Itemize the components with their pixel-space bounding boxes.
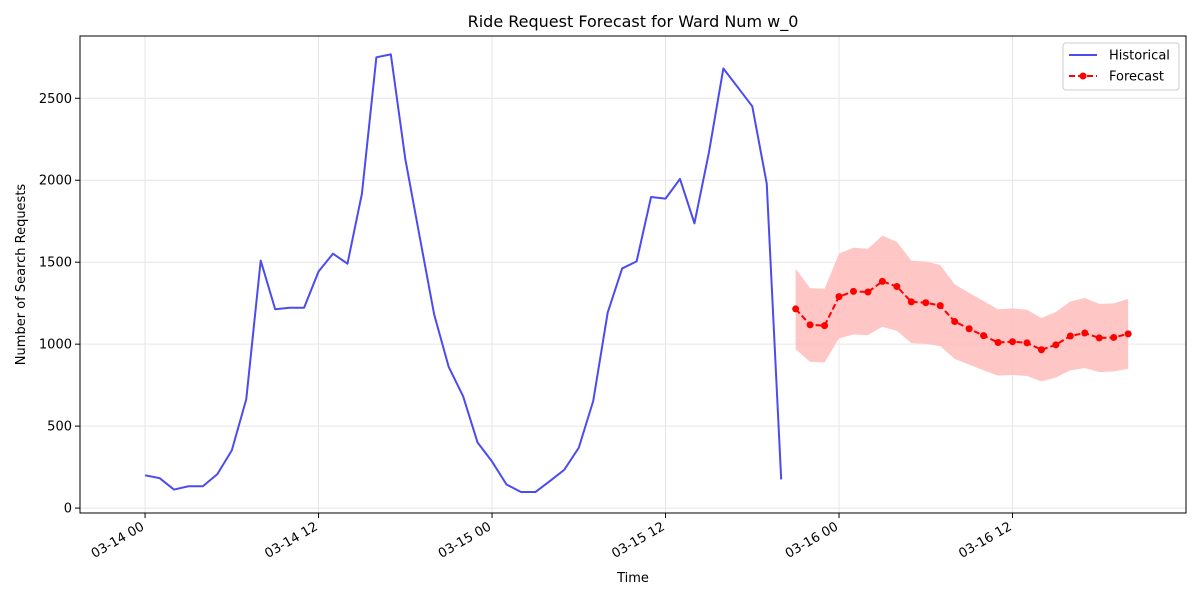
legend-historical-label: Historical: [1109, 49, 1170, 64]
x-axis-title: Time: [616, 571, 649, 586]
forecast-point: [1009, 338, 1017, 346]
forecast-point: [792, 305, 800, 313]
y-tick-label: 1000: [39, 338, 72, 353]
forecast-point: [878, 277, 886, 285]
forecast-interval-layer: [795, 235, 1129, 382]
forecast-point: [835, 293, 843, 301]
forecast-point: [907, 298, 915, 306]
y-axis-title: Number of Search Requests: [14, 184, 29, 366]
y-tick-label: 0: [64, 502, 72, 517]
forecast-point: [1052, 341, 1060, 349]
forecast-point: [922, 299, 930, 307]
legend-forecast-marker: [1079, 72, 1087, 80]
forecast-point: [994, 339, 1002, 347]
forecast-point: [951, 318, 959, 326]
forecast-point: [864, 288, 872, 296]
forecast-point: [1081, 329, 1089, 337]
forecast-point: [936, 302, 944, 310]
forecast-point: [1037, 346, 1045, 354]
y-tick-label: 2000: [39, 174, 72, 189]
forecast-point: [1023, 339, 1031, 347]
y-tick-label: 1500: [39, 256, 72, 271]
y-tick-label: 2500: [39, 92, 72, 107]
forecast-point: [1110, 333, 1118, 341]
y-tick-label: 500: [47, 420, 72, 435]
y-axis-ticks: 0 500 1000 1500 2000 2500: [39, 92, 80, 517]
legend-forecast-label: Forecast: [1109, 70, 1164, 85]
forecast-point: [806, 321, 814, 329]
forecast-point: [849, 287, 857, 295]
forecast-point: [1066, 332, 1074, 340]
historical-series-line: [144, 53, 783, 494]
forecast-point: [821, 322, 829, 330]
plot-frame: [79, 35, 1187, 514]
forecast-point: [893, 282, 901, 290]
forecast-point: [1124, 330, 1132, 338]
forecast-point: [965, 325, 973, 333]
forecast-point: [1095, 334, 1103, 342]
legend: Historical Forecast: [1062, 42, 1180, 91]
forecast-confidence-band: [795, 235, 1129, 382]
chart-title: Ride Request Forecast for Ward Num w_0: [468, 12, 799, 32]
forecast-point: [980, 332, 988, 340]
series-layer: [144, 53, 1132, 494]
